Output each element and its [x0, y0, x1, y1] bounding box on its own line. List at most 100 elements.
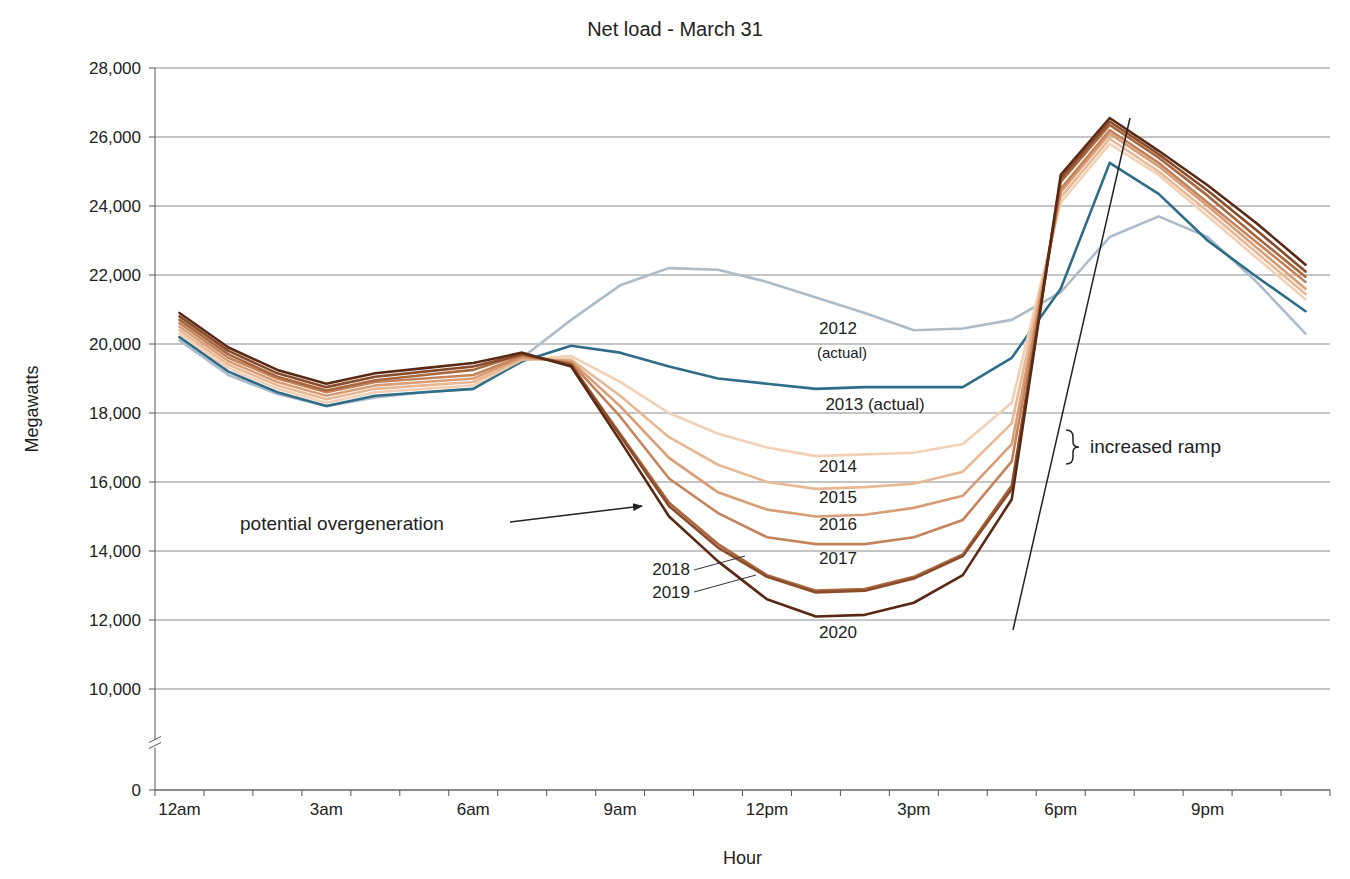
- x-tick: [742, 790, 743, 796]
- series-label: 2020: [819, 623, 857, 642]
- x-tick: [399, 790, 400, 796]
- series-line: [179, 216, 1305, 406]
- y-tick-label: 14,000: [89, 542, 141, 561]
- series-line: [179, 134, 1305, 517]
- x-tick-label: 6am: [457, 800, 490, 819]
- label-leader: [694, 575, 756, 592]
- ramp-brace: [1066, 430, 1079, 464]
- chart-title: Net load - March 31: [587, 18, 763, 40]
- ramp-line: [1013, 118, 1130, 630]
- series-line: [179, 118, 1305, 617]
- x-tick: [1183, 790, 1184, 796]
- grid-line: [155, 137, 1330, 138]
- x-tick-label: 3pm: [897, 800, 930, 819]
- y-tick-label: 22,000: [89, 266, 141, 285]
- x-tick: [155, 790, 156, 796]
- x-tick: [1232, 790, 1233, 796]
- axis-break-gap: [149, 740, 161, 748]
- series-label: 2013 (actual): [825, 395, 924, 414]
- y-tick-label: 26,000: [89, 128, 141, 147]
- series-label-part: (actual): [817, 344, 867, 361]
- grid-line: [155, 689, 1330, 690]
- x-tick-label: 3am: [310, 800, 343, 819]
- y-tick: [149, 551, 155, 552]
- y-tick: [149, 137, 155, 138]
- x-tick: [301, 790, 302, 796]
- grid-line: [155, 206, 1330, 207]
- y-tick-label: 10,000: [89, 680, 141, 699]
- grid-line: [155, 344, 1330, 345]
- series-label: 2012 (actual): [817, 319, 867, 361]
- y-tick: [149, 482, 155, 483]
- series-line: [179, 163, 1305, 406]
- x-tick: [987, 790, 988, 796]
- x-tick: [1330, 790, 1331, 796]
- x-tick-label: 6pm: [1044, 800, 1077, 819]
- label-leader: [694, 556, 745, 570]
- chart: Net load - March 31 0 10,000 12,000 14,000 16…: [0, 0, 1350, 879]
- y-tick-label: 18,000: [89, 404, 141, 423]
- x-tick: [791, 790, 792, 796]
- series-label: 2018: [652, 560, 690, 579]
- annotation: increased ramp: [1090, 436, 1221, 457]
- series-label: 2016: [819, 515, 857, 534]
- y-tick-label: 28,000: [89, 59, 141, 78]
- x-tick: [1085, 790, 1086, 796]
- x-tick: [203, 790, 204, 796]
- x-tick-label: 9am: [604, 800, 637, 819]
- grid-line: [155, 620, 1330, 621]
- x-tick: [840, 790, 841, 796]
- grid-line: [155, 413, 1330, 414]
- x-axis-title: Hour: [723, 848, 762, 868]
- series-line: [179, 130, 1305, 544]
- series-label: 2019: [652, 583, 690, 602]
- x-tick: [448, 790, 449, 796]
- series-label: 2014: [819, 457, 857, 476]
- y-tick-label: 16,000: [89, 473, 141, 492]
- grid-line: [155, 551, 1330, 552]
- axis-break: [149, 743, 161, 749]
- x-tick: [546, 790, 547, 796]
- y-tick: [149, 68, 155, 69]
- x-tick: [252, 790, 253, 796]
- x-tick: [889, 790, 890, 796]
- y-tick-label: 24,000: [89, 197, 141, 216]
- series-line: [179, 125, 1305, 591]
- x-tick: [595, 790, 596, 796]
- y-tick: [149, 344, 155, 345]
- y-tick-label: 12,000: [89, 611, 141, 630]
- y-tick-label: 20,000: [89, 335, 141, 354]
- series-line: [179, 121, 1305, 592]
- y-axis: [155, 68, 156, 790]
- x-tick-label: 12am: [158, 800, 201, 819]
- x-tick-label: 9pm: [1191, 800, 1224, 819]
- x-tick-label: 12pm: [746, 800, 789, 819]
- y-tick: [149, 790, 155, 791]
- plot-area: [179, 118, 1305, 617]
- x-tick: [644, 790, 645, 796]
- x-tick: [1134, 790, 1135, 796]
- y-tick-label: 0: [132, 781, 141, 800]
- y-tick: [149, 689, 155, 690]
- grid-line: [155, 482, 1330, 483]
- y-tick: [149, 206, 155, 207]
- axis-break: [149, 737, 161, 743]
- y-tick: [149, 413, 155, 414]
- x-tick: [1036, 790, 1037, 796]
- x-tick: [1281, 790, 1282, 796]
- x-tick: [693, 790, 694, 796]
- x-tick: [938, 790, 939, 796]
- series-label: 2015: [819, 488, 857, 507]
- y-axis-title: Megawatts: [22, 365, 42, 452]
- annotation-arrow: [510, 506, 642, 522]
- y-tick: [149, 620, 155, 621]
- series-line: [179, 139, 1305, 489]
- series-line: [179, 144, 1305, 456]
- x-tick: [497, 790, 498, 796]
- series-label: 2017: [819, 549, 857, 568]
- series-label-part: 2012: [819, 319, 857, 338]
- x-tick: [350, 790, 351, 796]
- annotation: potential overgeneration: [240, 513, 444, 534]
- y-tick: [149, 275, 155, 276]
- grid-line: [155, 68, 1330, 69]
